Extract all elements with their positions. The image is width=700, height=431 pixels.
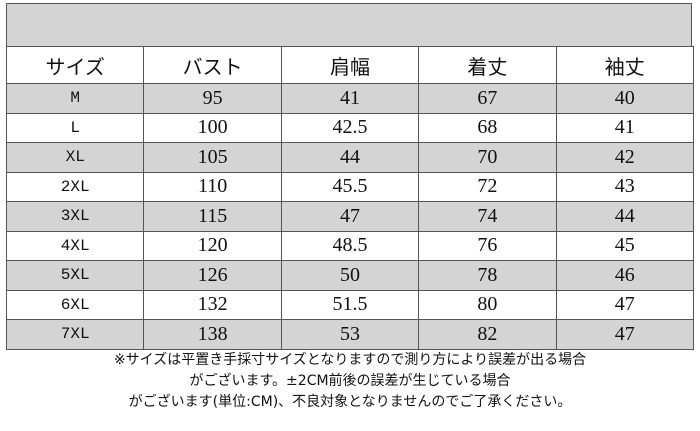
size-cell: 3XL <box>5 201 145 232</box>
value-cell: 70 <box>418 142 557 173</box>
value-cell: 46 <box>555 260 695 291</box>
note-line: がございます(単位:CM)、不良対象となりませんのでご了承ください。 <box>128 394 572 410</box>
size-cell: 2XL <box>5 171 145 202</box>
value-cell: 47 <box>555 319 695 350</box>
value-cell: 110 <box>143 171 282 202</box>
value-cell: 80 <box>418 289 557 320</box>
value-cell: 51.5 <box>280 289 420 320</box>
header-cell: 袖丈 <box>555 46 695 84</box>
size-cell: M <box>5 83 145 114</box>
table-row: 2XL 110 45.5 72 43 <box>5 171 695 202</box>
value-cell: 132 <box>143 289 282 320</box>
value-cell: 74 <box>418 201 557 232</box>
notes: ※サイズは平置き手採寸サイズとなりますので測り方により誤差が出る場合 がございます… <box>0 350 700 413</box>
value-cell: 40 <box>555 83 695 114</box>
table-row: 4XL 120 48.5 76 45 <box>5 230 695 261</box>
value-cell: 53 <box>280 319 420 350</box>
note-line: がございます。±2CM前後の誤差が生じている場合 <box>189 373 511 389</box>
size-cell: 5XL <box>5 260 145 291</box>
value-cell: 42.5 <box>280 112 420 143</box>
value-cell: 120 <box>143 230 282 261</box>
value-cell: 47 <box>555 289 695 320</box>
value-cell: 44 <box>280 142 420 173</box>
size-cell: XL <box>5 142 145 173</box>
value-cell: 41 <box>555 112 695 143</box>
size-chart: サイズ バスト 肩幅 着丈 袖丈 M 95 41 67 40 L 100 42.5 68 41 XL 105 44… <box>5 3 695 350</box>
header-row: サイズ バスト 肩幅 着丈 袖丈 <box>5 46 695 84</box>
value-cell: 68 <box>418 112 557 143</box>
header-cell: サイズ <box>5 46 145 84</box>
value-cell: 67 <box>418 83 557 114</box>
table-row: M 95 41 67 40 <box>5 83 695 114</box>
table-row: 6XL 132 51.5 80 47 <box>5 289 695 320</box>
value-cell: 78 <box>418 260 557 291</box>
value-cell: 45.5 <box>280 171 420 202</box>
value-cell: 82 <box>418 319 557 350</box>
value-cell: 44 <box>555 201 695 232</box>
header-cell: バスト <box>143 46 282 84</box>
table-row: 3XL 115 47 74 44 <box>5 201 695 232</box>
value-cell: 41 <box>280 83 420 114</box>
value-cell: 43 <box>555 171 695 202</box>
value-cell: 42 <box>555 142 695 173</box>
value-cell: 115 <box>143 201 282 232</box>
size-table: サイズ バスト 肩幅 着丈 袖丈 M 95 41 67 40 L 100 42.5 68 41 XL 105 44… <box>5 46 695 350</box>
value-cell: 50 <box>280 260 420 291</box>
value-cell: 95 <box>143 83 282 114</box>
size-cell: 4XL <box>5 230 145 261</box>
value-cell: 45 <box>555 230 695 261</box>
header-cell: 着丈 <box>418 46 557 84</box>
size-cell: L <box>5 112 145 143</box>
value-cell: 138 <box>143 319 282 350</box>
value-cell: 100 <box>143 112 282 143</box>
table-row: 7XL 138 53 82 47 <box>5 319 695 350</box>
value-cell: 126 <box>143 260 282 291</box>
size-cell: 6XL <box>5 289 145 320</box>
value-cell: 72 <box>418 171 557 202</box>
note-line: ※サイズは平置き手採寸サイズとなりますので測り方により誤差が出る場合 <box>113 352 587 368</box>
table-row: L 100 42.5 68 41 <box>5 112 695 143</box>
value-cell: 76 <box>418 230 557 261</box>
size-cell: 7XL <box>5 319 145 350</box>
table-row: 5XL 126 50 78 46 <box>5 260 695 291</box>
header-cell: 肩幅 <box>280 46 420 84</box>
value-cell: 47 <box>280 201 420 232</box>
table-row: XL 105 44 70 42 <box>5 142 695 173</box>
value-cell: 48.5 <box>280 230 420 261</box>
value-cell: 105 <box>143 142 282 173</box>
header-band <box>6 3 692 46</box>
